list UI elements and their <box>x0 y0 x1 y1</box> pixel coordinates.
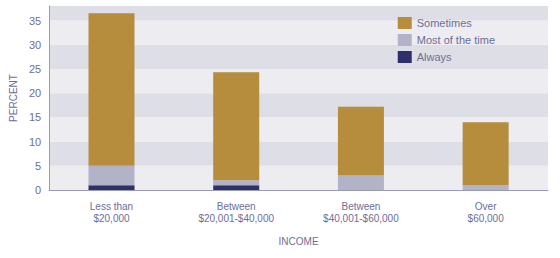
svg-text:$60,000: $60,000 <box>468 213 505 224</box>
svg-text:Always: Always <box>417 51 452 63</box>
svg-text:$40,001-$60,000: $40,001-$60,000 <box>323 213 399 224</box>
svg-text:Between: Between <box>341 201 380 212</box>
svg-text:PERCENT: PERCENT <box>8 74 19 122</box>
svg-text:Over: Over <box>475 201 497 212</box>
svg-text:35: 35 <box>29 15 41 27</box>
svg-text:10: 10 <box>29 136 41 148</box>
svg-text:Less than: Less than <box>90 201 133 212</box>
svg-text:15: 15 <box>29 111 41 123</box>
svg-text:INCOME: INCOME <box>279 236 319 247</box>
svg-text:Most of the time: Most of the time <box>417 34 495 46</box>
svg-text:Sometimes: Sometimes <box>417 17 473 29</box>
svg-text:$20,001-$40,000: $20,001-$40,000 <box>198 213 274 224</box>
svg-text:30: 30 <box>29 39 41 51</box>
svg-text:$20,000: $20,000 <box>93 213 130 224</box>
svg-text:25: 25 <box>29 63 41 75</box>
svg-text:0: 0 <box>35 184 41 196</box>
svg-text:5: 5 <box>35 160 41 172</box>
svg-text:20: 20 <box>29 87 41 99</box>
svg-text:Between: Between <box>217 201 256 212</box>
